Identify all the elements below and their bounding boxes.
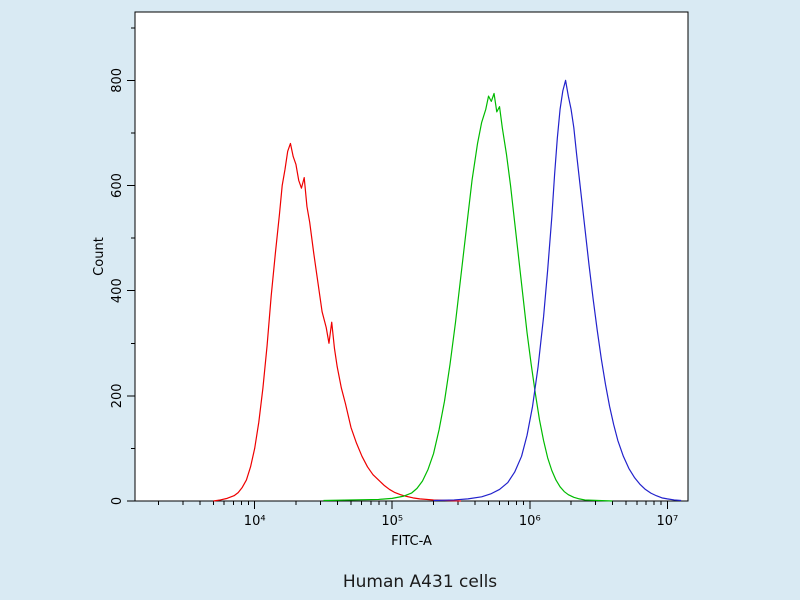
y-tick-label: 600: [110, 173, 125, 198]
y-tick-label: 0: [110, 497, 125, 505]
flow-histogram-chart: 10⁴ 10⁵ 10⁶ 10⁷ 0 200 400 600 800 FITC-A Count: [92, 11, 689, 549]
x-tick-labels: 10⁴ 10⁵ 10⁶ 10⁷: [244, 514, 678, 529]
y-tick-label: 400: [110, 278, 125, 303]
chart-area: 10⁴ 10⁵ 10⁶ 10⁷ 0 200 400 600 800 FITC-A Count: [92, 11, 689, 549]
x-tick-label: 10⁴: [244, 514, 266, 529]
x-tick-label: 10⁷: [656, 514, 678, 529]
x-axis-label: FITC-A: [391, 534, 432, 549]
y-tick-labels: 0 200 400 600 800: [110, 68, 125, 505]
series-blue-peak: [433, 79, 682, 502]
y-tick-label: 800: [110, 68, 125, 93]
y-axis-label: Count: [92, 237, 107, 276]
x-tick-label: 10⁶: [519, 514, 541, 529]
series-green-peak: [323, 92, 613, 502]
y-tick-label: 200: [110, 383, 125, 408]
figure-caption: Human A431 cells: [342, 572, 498, 592]
x-tick-label: 10⁵: [381, 514, 403, 529]
series-red-peak: [213, 142, 462, 502]
axes-ticks: [127, 27, 668, 509]
plot-frame: [134, 11, 689, 502]
